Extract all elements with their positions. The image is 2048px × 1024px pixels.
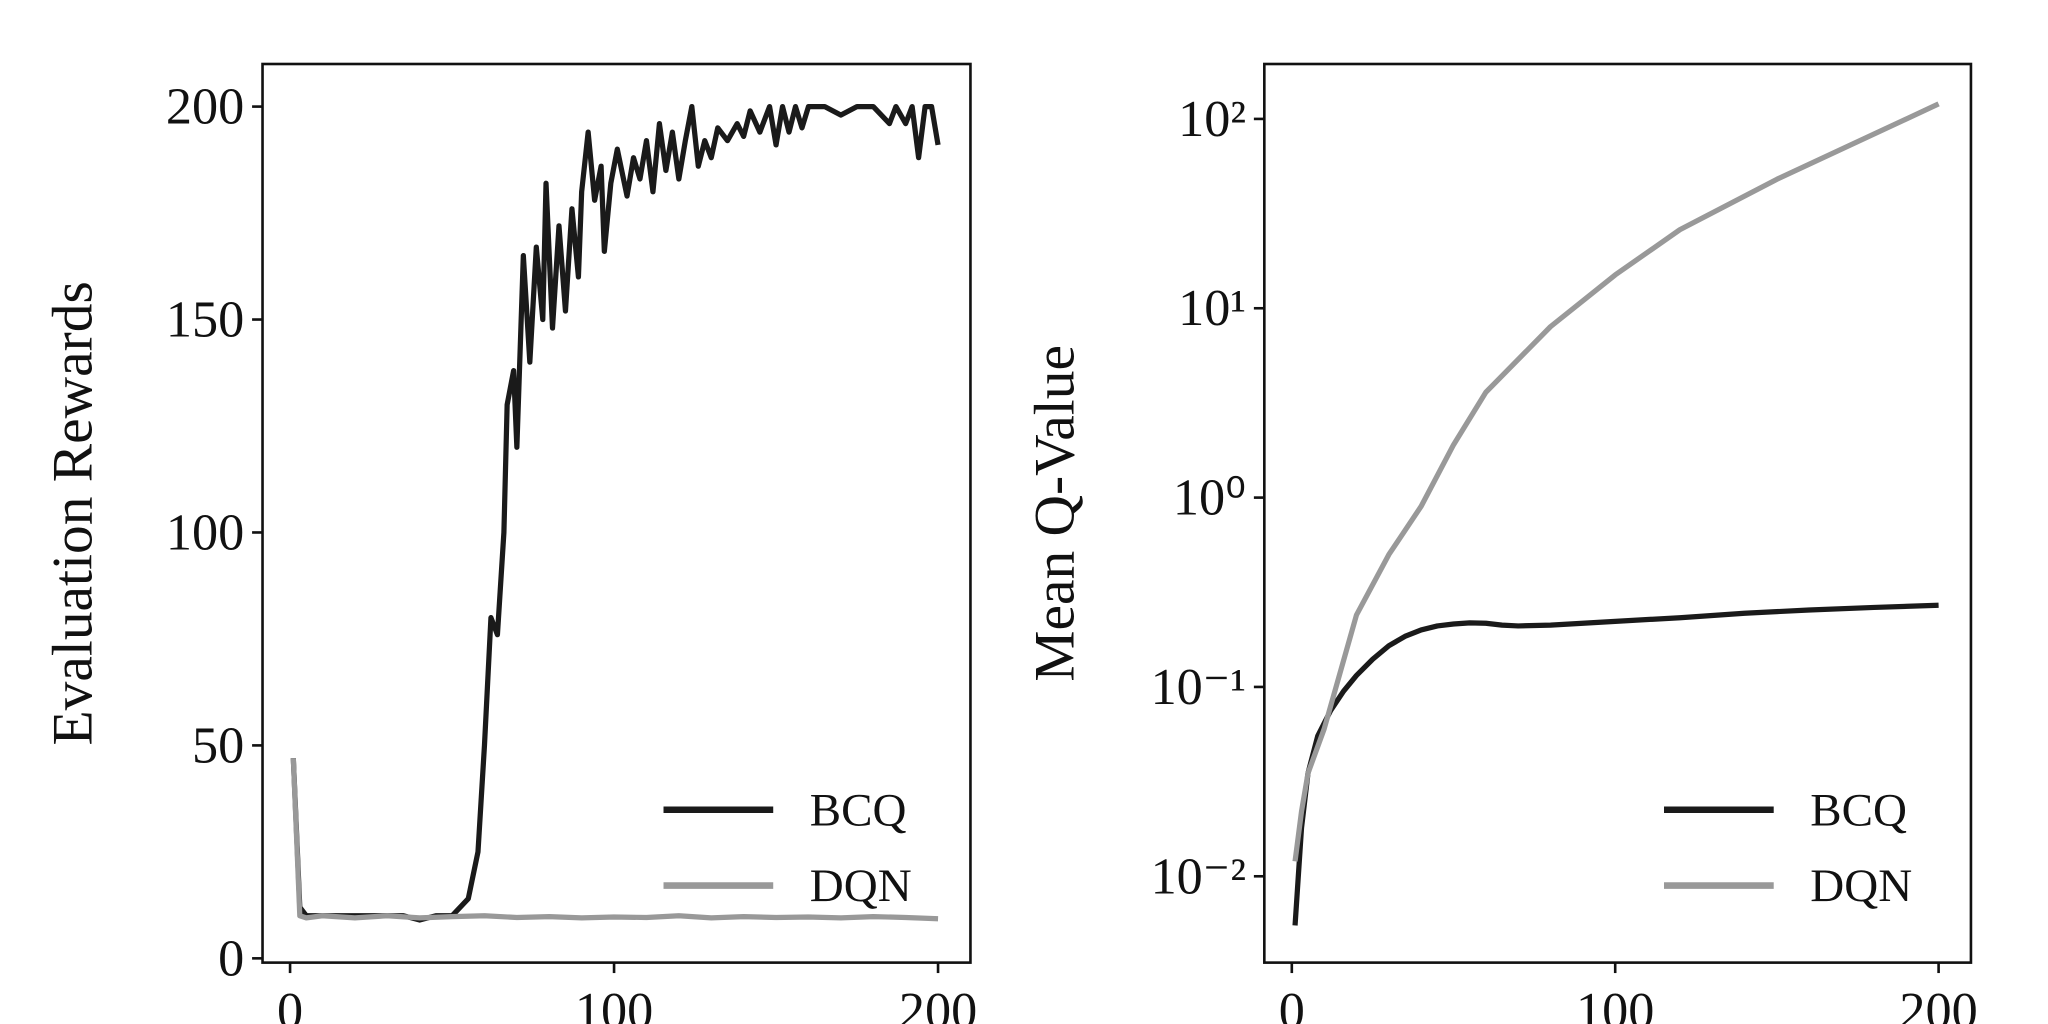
y-tick-label: 0 <box>218 929 244 987</box>
plot-frame <box>1263 62 1973 964</box>
y-tick-label: 10⁰ <box>1173 469 1246 527</box>
plot-frame <box>261 62 972 964</box>
legend-label: BCQ <box>810 784 907 836</box>
legend-label: DQN <box>810 860 912 912</box>
line-series <box>290 103 941 923</box>
y-tick-label: 200 <box>166 78 244 136</box>
y-tick-label: 10⁻¹ <box>1151 658 1246 716</box>
x-tick-label: 100 <box>1576 982 1654 1024</box>
x-tick-label: 0 <box>277 982 303 1024</box>
x-tick-label: 100 <box>575 982 653 1024</box>
x-tick-label: 200 <box>1899 982 1977 1024</box>
y-tick-label: 10⁻² <box>1151 847 1246 905</box>
y-tick-label: 50 <box>192 716 244 774</box>
legend-label: DQN <box>1810 860 1912 912</box>
y-tick-label: 10² <box>1178 90 1246 148</box>
line-series <box>290 758 939 922</box>
y-tick-label: 100 <box>166 503 244 561</box>
x-tick-label: 200 <box>899 982 977 1024</box>
x-tick-label: 0 <box>1279 982 1305 1024</box>
y-axis-label: Evaluation Rewards <box>41 281 104 745</box>
y-tick-label: 10¹ <box>1178 279 1246 337</box>
y-axis-label: Mean Q-Value <box>1024 345 1087 682</box>
y-tick-label: 150 <box>166 291 244 349</box>
legend-label: BCQ <box>1810 784 1907 836</box>
line-series <box>1292 101 1940 862</box>
